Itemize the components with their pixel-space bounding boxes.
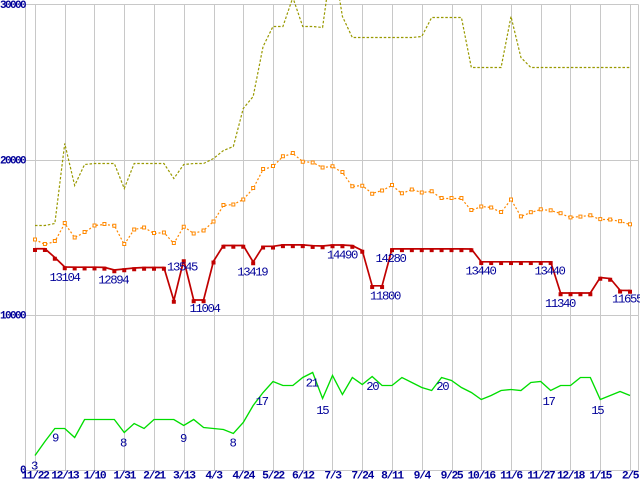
svg-text:17: 17 xyxy=(543,395,556,409)
svg-text:11/6: 11/6 xyxy=(500,471,523,480)
svg-text:5/22: 5/22 xyxy=(262,471,285,480)
svg-text:12/18: 12/18 xyxy=(557,471,586,480)
svg-text:20: 20 xyxy=(366,380,379,394)
svg-text:10000: 10000 xyxy=(0,311,26,323)
svg-text:14490: 14490 xyxy=(327,249,358,263)
svg-text:13440: 13440 xyxy=(535,265,566,279)
svg-text:13545: 13545 xyxy=(167,261,198,275)
svg-text:15: 15 xyxy=(591,404,604,418)
svg-text:12894: 12894 xyxy=(98,274,129,288)
svg-text:11/27: 11/27 xyxy=(527,471,556,480)
svg-text:9/25: 9/25 xyxy=(441,471,464,480)
svg-text:3: 3 xyxy=(31,459,38,473)
svg-text:3/13: 3/13 xyxy=(173,471,196,480)
svg-text:0: 0 xyxy=(20,465,26,477)
svg-text:9: 9 xyxy=(52,432,59,446)
svg-text:9: 9 xyxy=(180,432,187,446)
svg-text:8/11: 8/11 xyxy=(381,471,404,480)
svg-text:9/4: 9/4 xyxy=(414,471,432,480)
svg-text:2/5: 2/5 xyxy=(622,471,640,480)
svg-text:10/16: 10/16 xyxy=(468,471,497,480)
svg-text:7/3: 7/3 xyxy=(324,471,342,480)
svg-text:11/22: 11/22 xyxy=(21,471,50,480)
svg-text:11004: 11004 xyxy=(190,302,221,316)
svg-text:13440: 13440 xyxy=(466,265,497,279)
svg-text:17: 17 xyxy=(256,395,269,409)
svg-text:11800: 11800 xyxy=(370,290,401,304)
svg-text:7/24: 7/24 xyxy=(351,471,374,480)
svg-text:1/15: 1/15 xyxy=(589,471,612,480)
svg-text:20000: 20000 xyxy=(0,156,26,168)
svg-text:4/24: 4/24 xyxy=(232,471,255,480)
svg-text:21: 21 xyxy=(306,376,319,390)
svg-text:6/12: 6/12 xyxy=(292,471,315,480)
svg-text:11340: 11340 xyxy=(545,297,576,311)
svg-text:15: 15 xyxy=(316,404,329,418)
svg-text:13104: 13104 xyxy=(50,271,81,285)
svg-text:8: 8 xyxy=(120,436,127,450)
svg-text:4/3: 4/3 xyxy=(205,471,223,480)
svg-text:30000: 30000 xyxy=(0,0,26,12)
svg-text:20: 20 xyxy=(436,380,449,394)
svg-text:1/31: 1/31 xyxy=(113,471,136,480)
svg-text:13419: 13419 xyxy=(237,266,268,280)
svg-text:14280: 14280 xyxy=(376,252,407,266)
svg-text:11655: 11655 xyxy=(612,293,640,307)
svg-text:8: 8 xyxy=(230,437,237,451)
svg-text:1/10: 1/10 xyxy=(84,471,107,480)
svg-text:2/21: 2/21 xyxy=(143,471,166,480)
svg-text:12/13: 12/13 xyxy=(51,471,80,480)
